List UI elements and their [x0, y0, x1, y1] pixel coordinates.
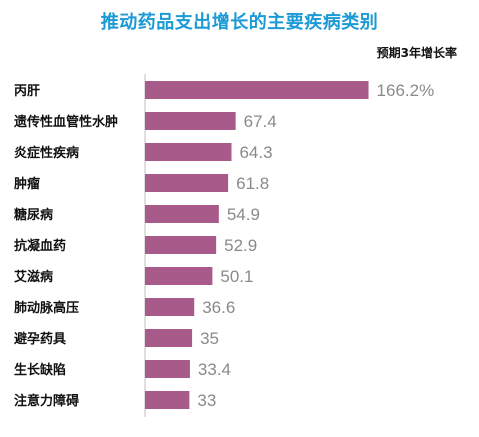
bar	[145, 205, 219, 223]
category-label: 注意力障碍	[14, 393, 79, 409]
value-label: 64.3	[239, 143, 272, 162]
bar	[145, 143, 232, 161]
category-label: 丙肝	[14, 84, 40, 99]
value-label: 50.1	[220, 267, 253, 286]
category-label: 生长缺陷	[14, 362, 66, 378]
category-label: 避孕药具	[14, 331, 66, 347]
bar	[145, 298, 195, 316]
bar	[145, 267, 213, 285]
category-label: 艾滋病	[14, 269, 53, 285]
series-label: 预期3年增长率	[376, 46, 457, 60]
value-label: 61.8	[236, 174, 269, 193]
category-label: 糖尿病	[14, 207, 53, 223]
bar	[145, 360, 190, 378]
value-label: 35	[200, 329, 219, 348]
value-label: 33	[197, 391, 216, 410]
category-label: 抗凝血药	[14, 238, 66, 254]
bar	[145, 174, 229, 192]
bar	[145, 112, 236, 130]
value-label: 33.4	[198, 360, 231, 379]
value-label: 67.4	[244, 112, 277, 131]
bar	[145, 329, 193, 347]
category-label: 遗传性血管性水肿	[13, 114, 118, 130]
bar	[145, 236, 217, 254]
value-label: 36.6	[202, 298, 235, 317]
bar	[145, 81, 369, 99]
category-label: 肺动脉高压	[14, 300, 79, 316]
value-label: 166.2%	[377, 81, 435, 100]
category-label: 炎症性疾病	[14, 145, 79, 161]
bar	[145, 391, 190, 409]
value-label: 54.9	[227, 205, 260, 224]
value-label: 52.9	[224, 236, 257, 255]
bars-layer: 丙肝 166.2% 遗传性血管性水肿 67.4 炎症性疾病 64.3 肿瘤 61.8 糖尿病 54…	[13, 81, 434, 410]
category-label: 肿瘤	[14, 176, 40, 192]
chart-title: 推动药品支出增长的主要疾病类别	[100, 12, 379, 33]
